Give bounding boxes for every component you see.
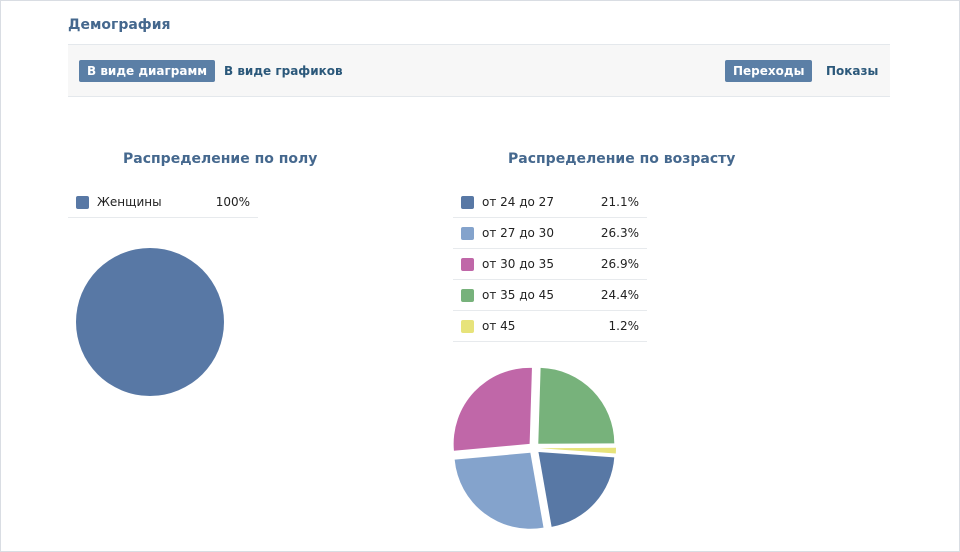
gender-legend: Женщины 100% — [68, 187, 258, 218]
legend-value: 1.2% — [608, 319, 640, 333]
transitions-button[interactable]: Переходы — [725, 60, 813, 82]
age-legend: от 24 до 27 21.1% от 27 до 30 26.3% от 30 до… — [453, 187, 647, 342]
legend-row: от 27 до 30 26.3% — [453, 218, 647, 249]
view-graphs-button[interactable]: В виде графиков — [224, 64, 343, 78]
legend-swatch — [461, 258, 474, 271]
legend-value: 21.1% — [600, 195, 639, 209]
legend-row: от 45 1.2% — [453, 311, 647, 342]
pie-slice — [539, 447, 616, 454]
view-diagrams-button[interactable]: В виде диаграмм — [79, 60, 216, 82]
legend-label: от 27 до 30 — [482, 226, 554, 240]
legend-row: от 35 до 45 24.4% — [453, 280, 647, 311]
legend-row: от 30 до 35 26.9% — [453, 249, 647, 280]
legend-swatch — [76, 196, 89, 209]
legend-swatch — [461, 227, 474, 240]
legend-row: от 24 до 27 21.1% — [453, 187, 647, 218]
pie-slice — [453, 367, 532, 451]
pie-slice — [538, 367, 615, 444]
gender-chart-title: Распределение по полу — [123, 151, 318, 167]
legend-value: 26.9% — [600, 257, 639, 271]
legend-label: от 30 до 35 — [482, 257, 554, 271]
legend-value: 26.3% — [600, 226, 639, 240]
gender-pie-chart — [76, 248, 224, 396]
age-chart-title: Распределение по возрасту — [508, 151, 736, 167]
pie-slice — [76, 248, 224, 396]
legend-value: 24.4% — [600, 288, 639, 302]
legend-label: Женщины — [97, 195, 162, 209]
view-toolbar: В виде диаграмм В виде графиков Переходы… — [68, 44, 890, 97]
legend-swatch — [461, 320, 474, 333]
legend-label: от 45 — [482, 319, 516, 333]
pie-slice — [454, 452, 544, 529]
legend-row: Женщины 100% — [68, 187, 258, 218]
legend-value: 100% — [215, 195, 250, 209]
legend-label: от 35 до 45 — [482, 288, 554, 302]
legend-swatch — [461, 196, 474, 209]
pie-slice — [538, 452, 615, 527]
impressions-button[interactable]: Показы — [826, 64, 879, 78]
age-pie-chart — [453, 367, 616, 529]
legend-swatch — [461, 289, 474, 302]
page-title: Демография — [68, 17, 171, 33]
legend-label: от 24 до 27 — [482, 195, 554, 209]
